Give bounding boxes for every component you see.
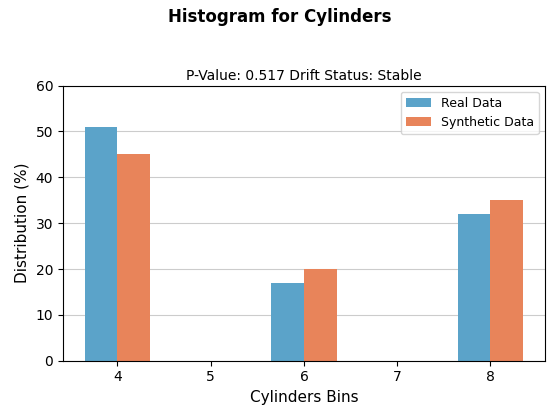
X-axis label: Cylinders Bins: Cylinders Bins (250, 390, 358, 405)
Bar (304, 269, 337, 361)
Bar (271, 283, 304, 361)
Title: P-Value: 0.517 Drift Status: Stable: P-Value: 0.517 Drift Status: Stable (186, 69, 422, 83)
Text: Histogram for Cylinders: Histogram for Cylinders (168, 8, 392, 26)
Bar (85, 127, 118, 361)
Y-axis label: Distribution (%): Distribution (%) (15, 163, 30, 284)
Bar (118, 154, 150, 361)
Bar (458, 214, 491, 361)
Legend: Real Data, Synthetic Data: Real Data, Synthetic Data (400, 92, 539, 134)
Bar (491, 200, 523, 361)
